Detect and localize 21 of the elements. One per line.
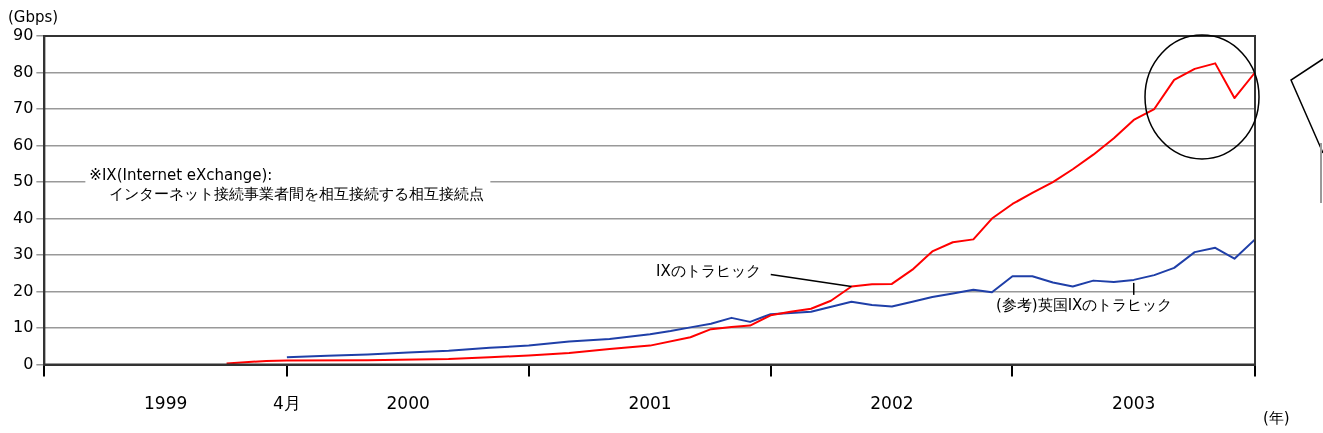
y-axis-title: (Gbps) [8,7,59,26]
text: IXのトラヒック [656,262,761,281]
series-label: (参考)英国IXのトラヒック [995,295,1173,314]
x-tick-label: 2003 [1112,393,1156,414]
x-tick-label: 2000 [386,393,430,414]
x-tick-label: 1999 [143,393,188,414]
y-tick-label: 70 [13,98,34,118]
annotation: ※IX(Internet eXchange): インターネット接続事業者間を相互接続する相互接続点 [89,165,485,203]
y-tick-label: 20 [13,280,34,300]
y-tick-label: 50 [13,171,34,191]
y-tick-label: 40 [13,207,34,227]
x-tick-label: 2001 [628,393,672,414]
y-tick-label: 90 [13,25,34,45]
y-tick-label: 10 [13,317,34,337]
x-tick-label: 2002 [870,393,914,414]
x-tick-label: 4月 [272,393,301,414]
y-tick-label: 60 [13,134,34,154]
y-tick-label: 0 [23,353,34,373]
y-tick-label: 30 [13,244,34,264]
y-tick-label: 80 [13,61,34,81]
x-axis-title: (年) [1263,408,1290,427]
